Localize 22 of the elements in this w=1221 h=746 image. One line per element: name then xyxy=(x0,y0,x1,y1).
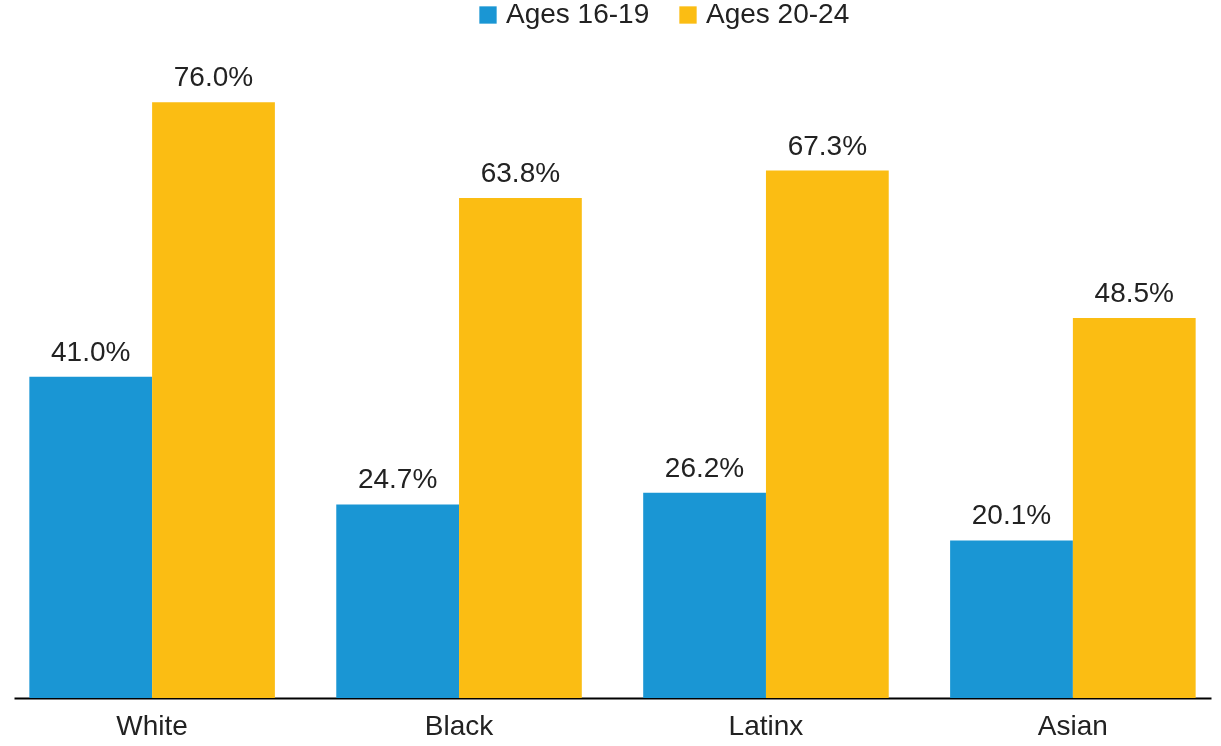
data-label: 67.3% xyxy=(787,129,868,161)
bar xyxy=(29,376,153,698)
bar xyxy=(152,102,275,698)
data-label: 41.0% xyxy=(51,335,131,367)
bar xyxy=(950,540,1073,698)
x-tick-label: Latinx xyxy=(728,709,804,741)
data-label: 63.8% xyxy=(480,156,561,188)
data-label: 76.0% xyxy=(173,61,254,93)
bar xyxy=(459,197,582,698)
bar xyxy=(336,504,460,698)
x-tick-label: Black xyxy=(424,709,495,741)
data-label: 26.2% xyxy=(664,451,745,483)
x-tick-label: Asian xyxy=(1037,709,1108,741)
legend-label: Ages 20-24 xyxy=(706,0,850,29)
x-tick-label: White xyxy=(116,709,188,741)
bar xyxy=(1072,317,1196,698)
data-label: 48.5% xyxy=(1094,276,1174,308)
legend-label: Ages 16-19 xyxy=(506,0,650,29)
bar xyxy=(643,492,766,698)
data-label: 24.7% xyxy=(357,463,438,495)
data-label: 20.1% xyxy=(971,499,1052,531)
bar xyxy=(765,170,889,698)
